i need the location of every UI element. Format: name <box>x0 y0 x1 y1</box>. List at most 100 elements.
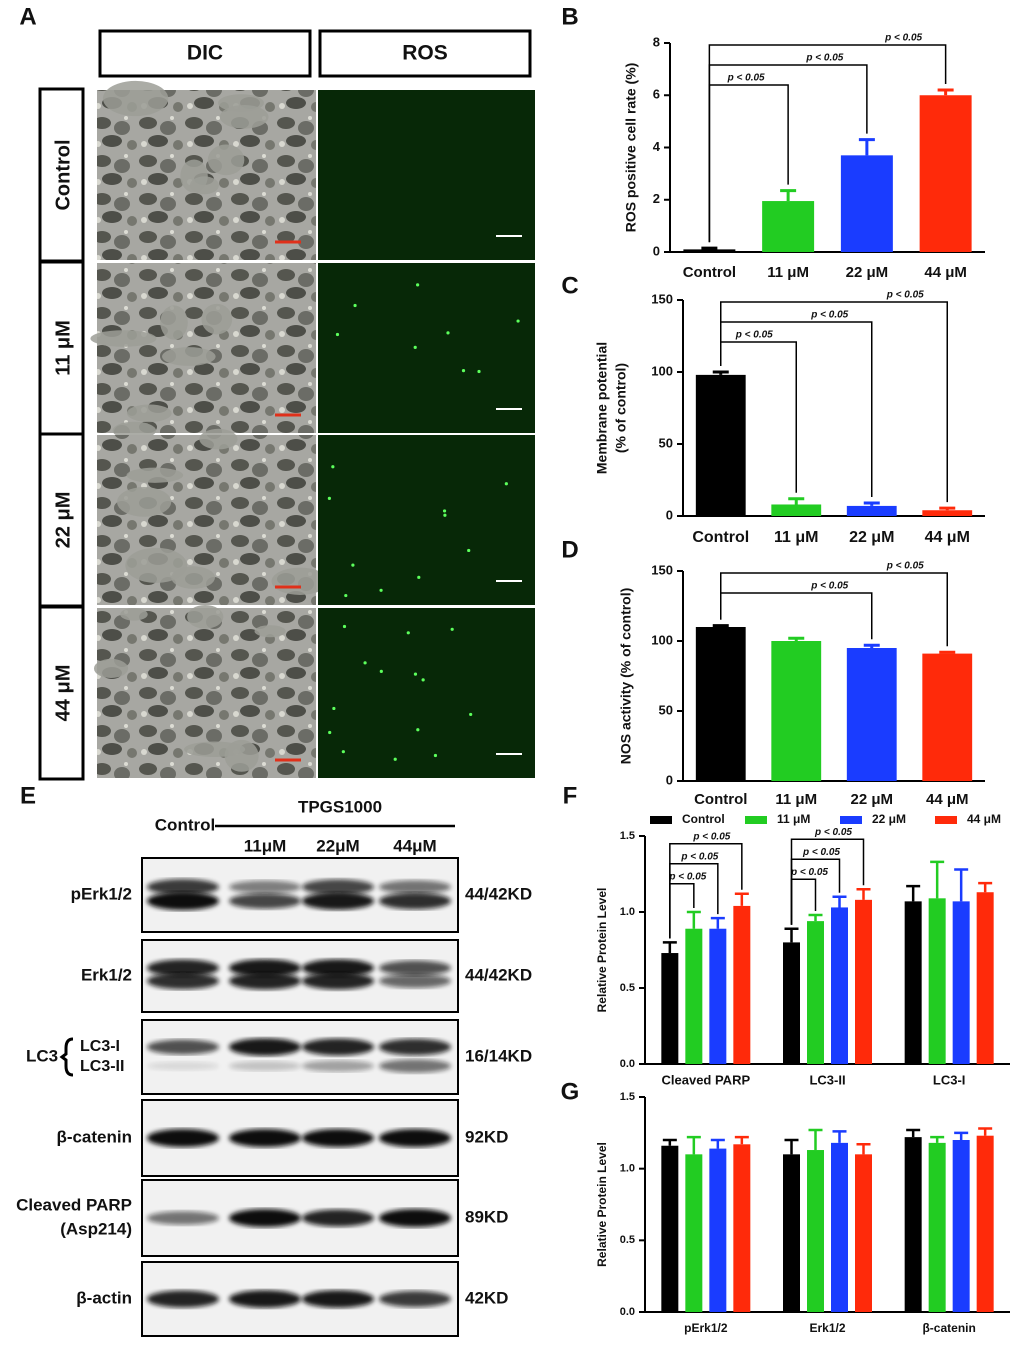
error-bar <box>858 138 875 156</box>
bar <box>976 892 994 1064</box>
ros-dot <box>516 319 520 323</box>
error-bar <box>662 941 677 954</box>
error-bar <box>906 884 921 902</box>
y-tick-label: 6 <box>653 87 660 102</box>
ros-dot <box>351 563 355 567</box>
error-bar <box>954 868 969 902</box>
bar <box>661 1145 679 1312</box>
error-bar <box>937 88 954 96</box>
bar <box>928 898 946 1064</box>
dic-gap <box>187 604 224 629</box>
ros-image <box>318 608 535 778</box>
band <box>147 879 219 895</box>
bar <box>919 95 972 252</box>
dic-gap <box>93 658 129 679</box>
error-bar <box>780 189 797 202</box>
blot-box <box>141 1019 459 1095</box>
y-tick-label: 100 <box>651 363 673 378</box>
significance-label: p < 0.05 <box>805 53 843 64</box>
significance-label: p < 0.05 <box>735 330 773 341</box>
y-tick-label: 0.0 <box>620 1058 635 1070</box>
blot-size: 89KD <box>465 1207 508 1226</box>
significance-label: p < 0.05 <box>790 867 828 878</box>
y-axis-label: (% of control) <box>613 363 629 453</box>
error-bar <box>734 1135 749 1145</box>
y-axis-label: ROS positive cell rate (%) <box>623 63 639 233</box>
significance-bracket <box>790 838 865 925</box>
blot-label: β-catenin <box>56 1127 132 1146</box>
legend-swatch <box>840 816 862 824</box>
ros-dot <box>342 624 347 629</box>
bar <box>695 374 746 516</box>
error-bar <box>856 1143 871 1155</box>
column-header: ROS <box>402 42 448 65</box>
legend-swatch <box>935 816 957 824</box>
band <box>229 893 301 909</box>
legend-label: 22 μM <box>872 812 906 826</box>
y-tick-label: 8 <box>653 34 660 49</box>
ros-dot <box>417 575 421 579</box>
ros-image <box>318 435 535 605</box>
error-bar <box>712 624 729 628</box>
significance-label: p < 0.05 <box>680 851 718 862</box>
y-tick-label: 0 <box>666 772 673 787</box>
error-bar <box>712 370 729 375</box>
control-label: Control <box>155 815 215 834</box>
dic-gap <box>112 421 157 440</box>
ros-dot <box>327 496 331 501</box>
x-tick-label: pErk1/2 <box>684 1321 728 1335</box>
bar <box>709 928 727 1064</box>
blot-group-label: LC3 <box>26 1046 58 1065</box>
bar <box>709 1148 727 1312</box>
ros-dot <box>446 331 450 335</box>
error-bar <box>788 636 805 641</box>
error-bar <box>954 1131 969 1140</box>
band <box>229 1038 301 1056</box>
band <box>379 974 451 988</box>
blot-label: pErk1/2 <box>71 884 132 903</box>
blot-size: 44/42KD <box>465 965 532 984</box>
lane-label: 11μM <box>244 836 287 855</box>
dic-gap <box>199 428 238 450</box>
x-tick-label: 44 μM <box>924 264 967 281</box>
band <box>302 1129 374 1147</box>
band <box>302 1060 374 1072</box>
legend-label: Control <box>682 812 725 826</box>
ros-dot <box>421 678 425 682</box>
error-bar <box>710 916 725 929</box>
ros-dot <box>393 757 397 761</box>
lane-label: 22μM <box>316 836 359 855</box>
blot-label: (Asp214) <box>60 1219 132 1238</box>
band <box>147 972 219 990</box>
error-bar <box>939 506 956 511</box>
band <box>379 880 451 894</box>
significance-label: p < 0.05 <box>886 561 924 572</box>
error-bar <box>863 501 880 506</box>
blot-brace <box>59 1037 74 1077</box>
ros-dot <box>331 465 335 469</box>
bar <box>783 1154 800 1312</box>
ros-dot <box>406 631 410 635</box>
bar <box>904 901 922 1064</box>
x-tick-label: β-catenin <box>922 1321 975 1335</box>
bar <box>922 510 973 516</box>
band <box>379 892 451 910</box>
bar <box>904 1137 922 1312</box>
error-bar <box>784 927 799 943</box>
error-bar <box>686 910 701 929</box>
dic-gap <box>160 305 188 340</box>
ros-dot <box>416 728 420 732</box>
y-tick-label: 2 <box>653 191 660 206</box>
significance-bracket <box>720 301 948 503</box>
dic-gap <box>201 303 233 335</box>
significance-label: p < 0.05 <box>692 831 730 842</box>
error-bar <box>808 1128 823 1151</box>
error-bar <box>710 1138 725 1149</box>
band <box>229 1129 301 1147</box>
x-tick-label: Control <box>683 264 736 281</box>
band <box>379 1059 451 1073</box>
blot-label: LC3-I <box>80 1038 120 1055</box>
bar <box>683 249 736 252</box>
band <box>229 880 301 894</box>
